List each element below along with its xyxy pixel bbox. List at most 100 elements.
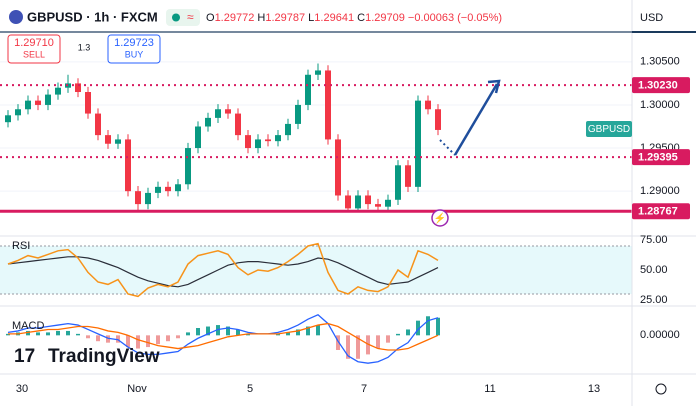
macd-histogram-bar [176, 335, 180, 339]
candle-body [365, 195, 371, 205]
candle-body [325, 70, 331, 140]
ohlc-label: H [257, 12, 265, 24]
candle-body [285, 123, 291, 136]
ohlc-label: O [206, 12, 215, 24]
signal-line [8, 322, 439, 351]
macd-histogram-bar [76, 333, 80, 336]
macd-histogram-bar [26, 330, 30, 336]
buy-price: 1.29723 [114, 37, 154, 49]
candle-body [175, 184, 181, 192]
candle-body [45, 94, 51, 105]
candle-body [145, 192, 151, 205]
level-label: 1.28767 [638, 206, 678, 218]
currency[interactable]: USD [640, 12, 663, 24]
candle-body [185, 148, 191, 185]
macd-histogram-bar [106, 335, 110, 343]
x-tick-label: 13 [588, 383, 600, 395]
macd-histogram-bar [386, 335, 390, 343]
x-tick-label: Nov [127, 383, 147, 395]
macd-histogram-bar [116, 335, 120, 343]
logo-mark: 17 [14, 346, 35, 367]
candle-body [205, 117, 211, 127]
symbol-tag [586, 121, 632, 137]
macd-histogram-bar [306, 326, 310, 336]
macd-histogram-bar [156, 335, 160, 345]
level-tag [632, 149, 690, 166]
ohlc-value: 1.29787 [265, 12, 305, 24]
change: −0.00063 (−0.05%) [408, 12, 502, 24]
settings-icon[interactable] [655, 383, 667, 395]
candle-body [245, 135, 251, 149]
macd-histogram-bar [166, 335, 170, 342]
macd-histogram-bar [346, 335, 350, 359]
macd-histogram-bar [36, 332, 40, 336]
macd-line [7, 314, 439, 364]
candle-body [435, 109, 441, 130]
ohlc-label: L [308, 12, 314, 24]
candle-body [405, 165, 411, 187]
macd-histogram-bar [196, 328, 200, 336]
candle-body [395, 165, 401, 200]
x-tick-label: 7 [361, 383, 367, 395]
candle-body [85, 92, 91, 114]
y-tick-label: 0.00000 [640, 329, 680, 341]
flag-icon [9, 10, 23, 24]
candle-body [345, 195, 351, 209]
x-tick-label: 11 [484, 383, 495, 395]
spread: 1.3 [78, 42, 91, 52]
arrow-head [487, 79, 501, 94]
symbol-tag-label: GBPUSD [588, 124, 630, 135]
candle-body [125, 139, 131, 192]
candle-body [105, 135, 111, 144]
candle-body [225, 109, 231, 114]
macd-histogram-bar [396, 333, 400, 336]
macd-histogram-bar [136, 335, 140, 349]
macd-histogram-bar [146, 335, 150, 348]
sell-button[interactable] [7, 34, 61, 64]
candle-body [375, 204, 381, 207]
candle-body [275, 135, 281, 142]
x-tick-label: 30 [16, 383, 28, 395]
macd-histogram-bar [66, 330, 70, 336]
logo: TradingView [48, 346, 160, 367]
candle-body [195, 126, 201, 149]
rsi-label: RSI [12, 240, 30, 252]
macd-histogram-bar [286, 332, 290, 336]
macd-histogram-bar [316, 325, 320, 336]
sell-label: SELL [23, 49, 45, 59]
x-tick-label: 5 [247, 383, 253, 395]
candle-body [95, 113, 101, 136]
candle-body [115, 139, 121, 144]
macd-histogram-bar [366, 335, 370, 355]
candle-body [315, 70, 321, 75]
candle-body [305, 74, 311, 105]
forecast-dotted [439, 139, 456, 156]
event-icon[interactable] [431, 209, 449, 227]
ohlc-value: 1.29772 [215, 12, 255, 24]
ohlc-value: 1.29709 [365, 12, 405, 24]
candle-body [5, 115, 11, 123]
candle-body [155, 186, 161, 193]
forecast-arrow [453, 83, 499, 156]
y-tick-label: 1.30000 [640, 99, 680, 111]
macd-histogram-bar [96, 335, 100, 342]
macd-histogram-bar [416, 320, 420, 336]
y-tick-label: 1.30500 [640, 56, 680, 68]
macd-histogram-bar [56, 330, 60, 336]
y-tick-label: 1.29000 [640, 185, 680, 197]
macd-label: MACD [12, 320, 44, 332]
macd-histogram-bar [46, 332, 50, 336]
macd-histogram-bar [336, 335, 340, 350]
rsi-band [0, 246, 632, 294]
candle-body [295, 104, 301, 124]
macd-histogram-bar [436, 317, 440, 336]
buy-button[interactable] [107, 34, 161, 64]
candle-body [35, 100, 41, 105]
macd-histogram-bar [86, 335, 90, 339]
status-dot [172, 13, 180, 22]
level-tag [632, 77, 690, 94]
candle-body [75, 83, 81, 93]
macd-histogram-bar [406, 329, 410, 336]
candle-body [355, 195, 361, 209]
